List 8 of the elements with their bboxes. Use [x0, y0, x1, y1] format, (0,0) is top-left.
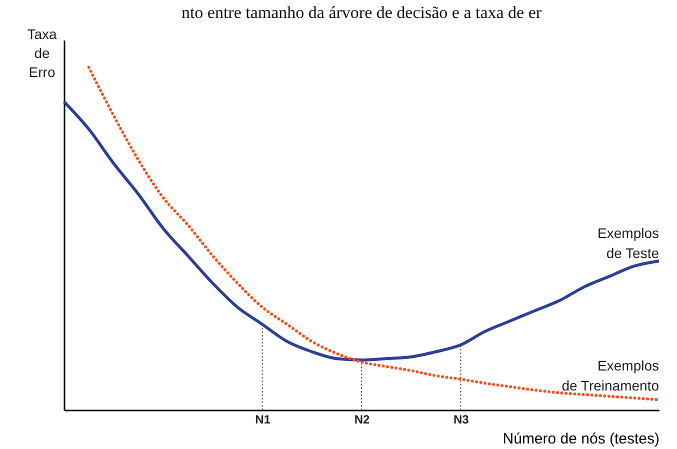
series-label: Exemplos de Treinamento [562, 358, 660, 394]
x-tick-label: N2 [354, 412, 370, 426]
chart-title: nto entre tamanho da árvore de decisão e a taxa de er [181, 3, 542, 22]
x-tick-label: N3 [453, 412, 470, 426]
y-axis-title: Taxa de Erro [27, 26, 57, 80]
x-axis-title: Número de nós (testes) [502, 430, 660, 448]
series-label: Exemplos de Teste [598, 224, 660, 261]
x-tick-label: N1 [255, 412, 271, 426]
